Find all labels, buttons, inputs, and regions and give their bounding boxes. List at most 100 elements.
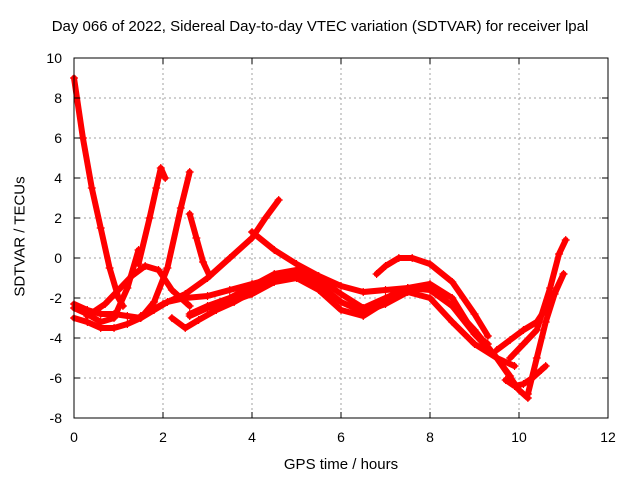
data-point: [426, 294, 434, 302]
data-point: [123, 284, 132, 292]
grid-lines: [74, 58, 608, 418]
data-point: [225, 286, 234, 294]
x-tick-label: 12: [600, 429, 616, 445]
data-point: [506, 336, 515, 344]
data-point: [248, 290, 256, 298]
data-point: [270, 278, 279, 286]
data-point: [274, 196, 283, 204]
series-arc-o: [492, 270, 568, 354]
data-point: [541, 318, 550, 326]
x-tick-label: 0: [70, 429, 78, 445]
series-line: [71, 75, 126, 309]
data-point: [96, 324, 105, 332]
data-point: [532, 354, 541, 362]
data-point: [203, 292, 212, 300]
data-point: [372, 270, 381, 278]
data-point: [145, 214, 154, 222]
data-point: [154, 266, 163, 274]
data-point: [359, 304, 368, 312]
series-arc-a: [70, 74, 127, 310]
x-tick-label: 8: [426, 429, 434, 445]
data-point: [123, 320, 132, 328]
data-point: [185, 168, 194, 176]
data-point: [559, 270, 568, 278]
y-tick-label: -6: [50, 370, 63, 386]
data-point: [205, 272, 214, 280]
data-point: [181, 290, 190, 298]
data-point: [337, 290, 345, 298]
data-point: [470, 340, 479, 348]
data-point: [448, 302, 457, 310]
data-point: [483, 340, 492, 348]
data-point: [483, 332, 492, 340]
series-arc-n: [372, 254, 492, 340]
data-point: [470, 330, 479, 338]
data-point: [561, 236, 570, 244]
y-tick-label: -4: [50, 330, 63, 346]
series-line: [168, 271, 518, 369]
data-point: [225, 298, 234, 306]
data-point: [105, 264, 114, 272]
y-tick-label: 6: [54, 130, 62, 146]
data-point: [156, 164, 165, 172]
data-point: [510, 362, 519, 370]
series-line: [502, 363, 549, 389]
y-tick-label: -8: [50, 410, 63, 426]
data-point: [194, 316, 203, 324]
data-point: [523, 390, 532, 398]
data-point: [192, 234, 201, 242]
data-point: [152, 184, 161, 192]
data-point: [403, 284, 412, 292]
x-tick-label: 10: [511, 429, 527, 445]
data-point: [161, 174, 170, 182]
data-point: [185, 302, 194, 310]
data-point: [519, 380, 528, 388]
series-line: [84, 263, 193, 319]
data-point: [270, 270, 279, 278]
data-point: [96, 224, 105, 232]
data-point: [78, 134, 87, 142]
data-point: [555, 250, 564, 258]
series-line: [186, 211, 213, 279]
data-point: [337, 298, 345, 306]
data-point: [110, 314, 119, 322]
data-point: [136, 312, 145, 320]
y-tick-label: 0: [54, 250, 62, 266]
data-point: [359, 288, 368, 296]
data-point: [87, 184, 96, 192]
y-tick-label: 2: [54, 210, 62, 226]
y-axis-label: SDTVAR / TECUs: [11, 176, 29, 297]
data-point: [546, 284, 555, 292]
data-point: [123, 312, 132, 320]
data-point: [426, 260, 434, 268]
data-point: [292, 260, 301, 268]
data-point: [506, 354, 515, 362]
data-point: [537, 366, 546, 374]
series-arc-p: [506, 236, 570, 362]
series-arc-e: [83, 262, 194, 320]
data-point: [492, 346, 501, 354]
data-point: [532, 326, 541, 334]
series-arc-i: [185, 210, 214, 280]
data-point: [550, 290, 559, 298]
data-point: [127, 272, 136, 280]
series-arc-f: [134, 164, 170, 268]
series-arc-j: [167, 270, 519, 370]
chart-title: Day 066 of 2022, Sidereal Day-to-day VTE…: [51, 18, 589, 35]
data-point: [225, 254, 234, 262]
data-point: [448, 278, 457, 286]
data-point: [448, 318, 457, 326]
x-tick-label: 2: [159, 429, 167, 445]
data-point: [541, 362, 550, 370]
y-tick-label: 8: [54, 90, 62, 106]
data-series: [70, 74, 570, 402]
data-point: [163, 264, 172, 272]
x-tick-label: 4: [248, 429, 256, 445]
data-point: [101, 300, 110, 308]
data-point: [519, 326, 528, 334]
data-point: [181, 324, 190, 332]
data-point: [470, 310, 479, 318]
series-line: [137, 197, 282, 319]
data-point: [492, 354, 501, 362]
